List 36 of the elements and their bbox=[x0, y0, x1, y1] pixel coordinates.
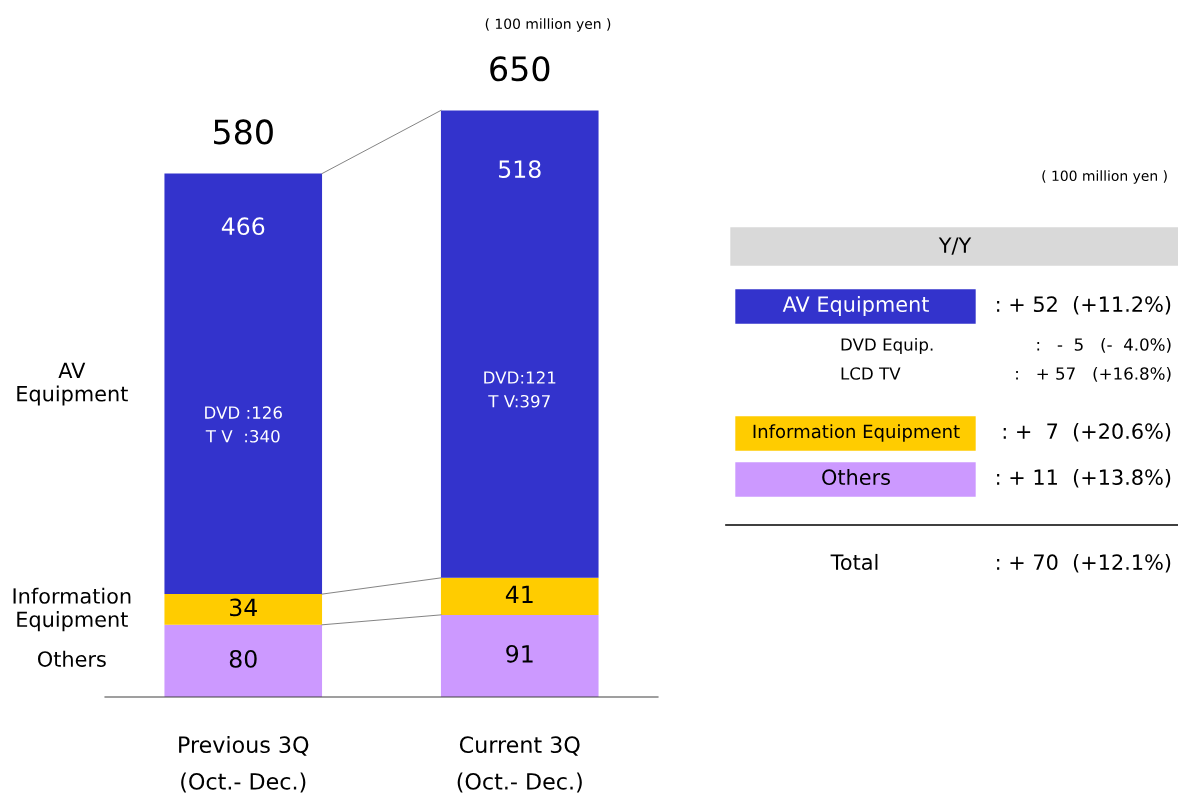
bar bbox=[164, 624, 323, 697]
text: : + 70 (+12.1%) bbox=[997, 553, 1171, 573]
series-label: Information Equipment bbox=[13, 587, 131, 632]
text: ( 100 million yen ) bbox=[1042, 170, 1167, 184]
data-label: 41 bbox=[505, 585, 533, 603]
data-label: 34 bbox=[230, 598, 257, 617]
text: DVD Equip. bbox=[841, 337, 933, 355]
text: Total bbox=[830, 553, 878, 571]
annotation: DVD:121 T V:397 bbox=[484, 371, 556, 408]
bar bbox=[440, 577, 599, 615]
x-tick-label: Previous 3Q (Oct.- Dec.) bbox=[179, 735, 309, 793]
text: Others bbox=[822, 468, 890, 486]
data-label: 80 bbox=[229, 649, 257, 668]
data-label: 91 bbox=[506, 644, 533, 663]
text: AV Equipment bbox=[782, 295, 929, 317]
text: : + 52 (+11.2%) bbox=[997, 295, 1171, 315]
text: ( 100 million yen ) bbox=[485, 18, 611, 32]
text: Information Equipment bbox=[753, 424, 960, 442]
bar bbox=[164, 173, 323, 595]
series-label: AV Equipment bbox=[17, 362, 128, 406]
total-label: 650 bbox=[490, 56, 550, 82]
data-label: 518 bbox=[499, 160, 541, 179]
text: : + 57 (+16.8%) bbox=[1016, 366, 1171, 382]
text: Y/Y bbox=[938, 237, 972, 255]
bar bbox=[440, 614, 599, 697]
text: LCD TV bbox=[841, 367, 901, 380]
text: : + 11 (+13.8%) bbox=[997, 468, 1171, 488]
bar bbox=[164, 594, 323, 625]
data-label: 466 bbox=[221, 217, 265, 236]
text: Others bbox=[37, 650, 106, 667]
text: : + 7 (+20.6%) bbox=[1003, 422, 1171, 442]
text: : - 5 (- 4.0%) bbox=[1037, 337, 1171, 353]
annotation: DVD :126 T V :340 bbox=[205, 406, 282, 443]
total-label: 580 bbox=[214, 119, 273, 145]
x-tick-label: Current 3Q (Oct.- Dec.) bbox=[457, 736, 582, 793]
bar bbox=[440, 110, 599, 578]
